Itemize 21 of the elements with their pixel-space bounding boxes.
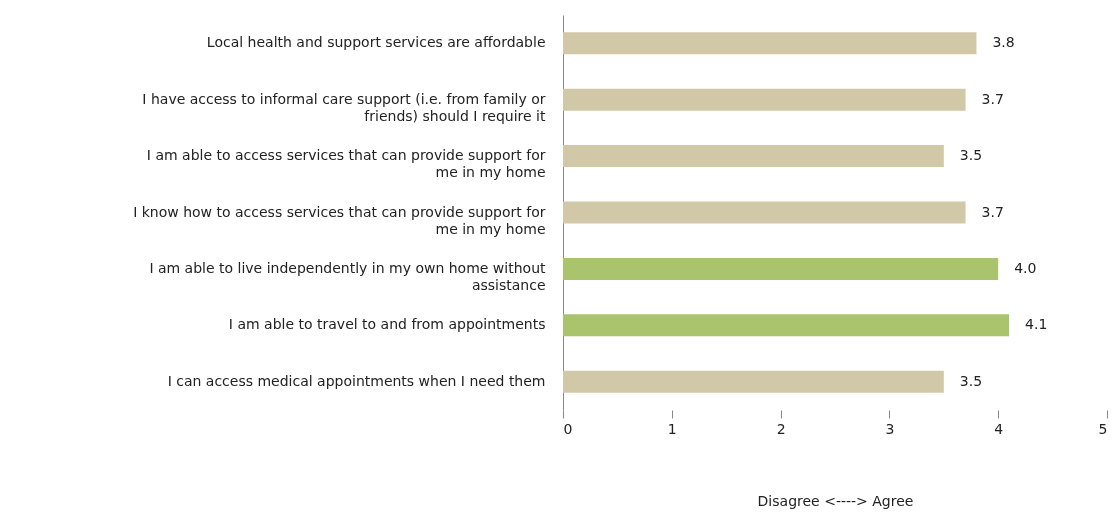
y-tick-label: I am able to travel to and from appointments [228, 316, 546, 333]
data-label: 4.0 [1014, 259, 1037, 276]
data-label: 3.7 [981, 90, 1004, 107]
x-tick-label: 4 [994, 420, 1004, 437]
x-tick-label: 0 [563, 420, 573, 437]
x-tick-label: 1 [667, 420, 677, 437]
data-label: 3.5 [959, 372, 983, 389]
data-label: 4.1 [1025, 316, 1048, 333]
y-tick-label: I am able to access services that can provide support for me in my home [146, 147, 546, 181]
y-tick-label: Local health and support services are affordable [206, 34, 546, 51]
y-tick-label: I know how to access services that can provide support for me in my home [133, 203, 546, 237]
data-label: 3.7 [981, 203, 1004, 220]
data-label: 3.8 [992, 34, 1015, 51]
data-label: 3.5 [959, 147, 983, 164]
y-tick-label: I can access medical appointments when I need them [167, 372, 546, 389]
x-axis-title: Disagree <----> Agree [757, 492, 914, 509]
y-tick-label: I am able to live independently in my own home without assistance [149, 259, 546, 293]
x-tick-label: 5 [1098, 420, 1108, 437]
x-tick-label: 3 [885, 420, 895, 437]
y-tick-label: I have access to informal care support (i.e. from family or friends) should I require it [142, 90, 546, 124]
x-tick-label: 2 [776, 420, 786, 437]
